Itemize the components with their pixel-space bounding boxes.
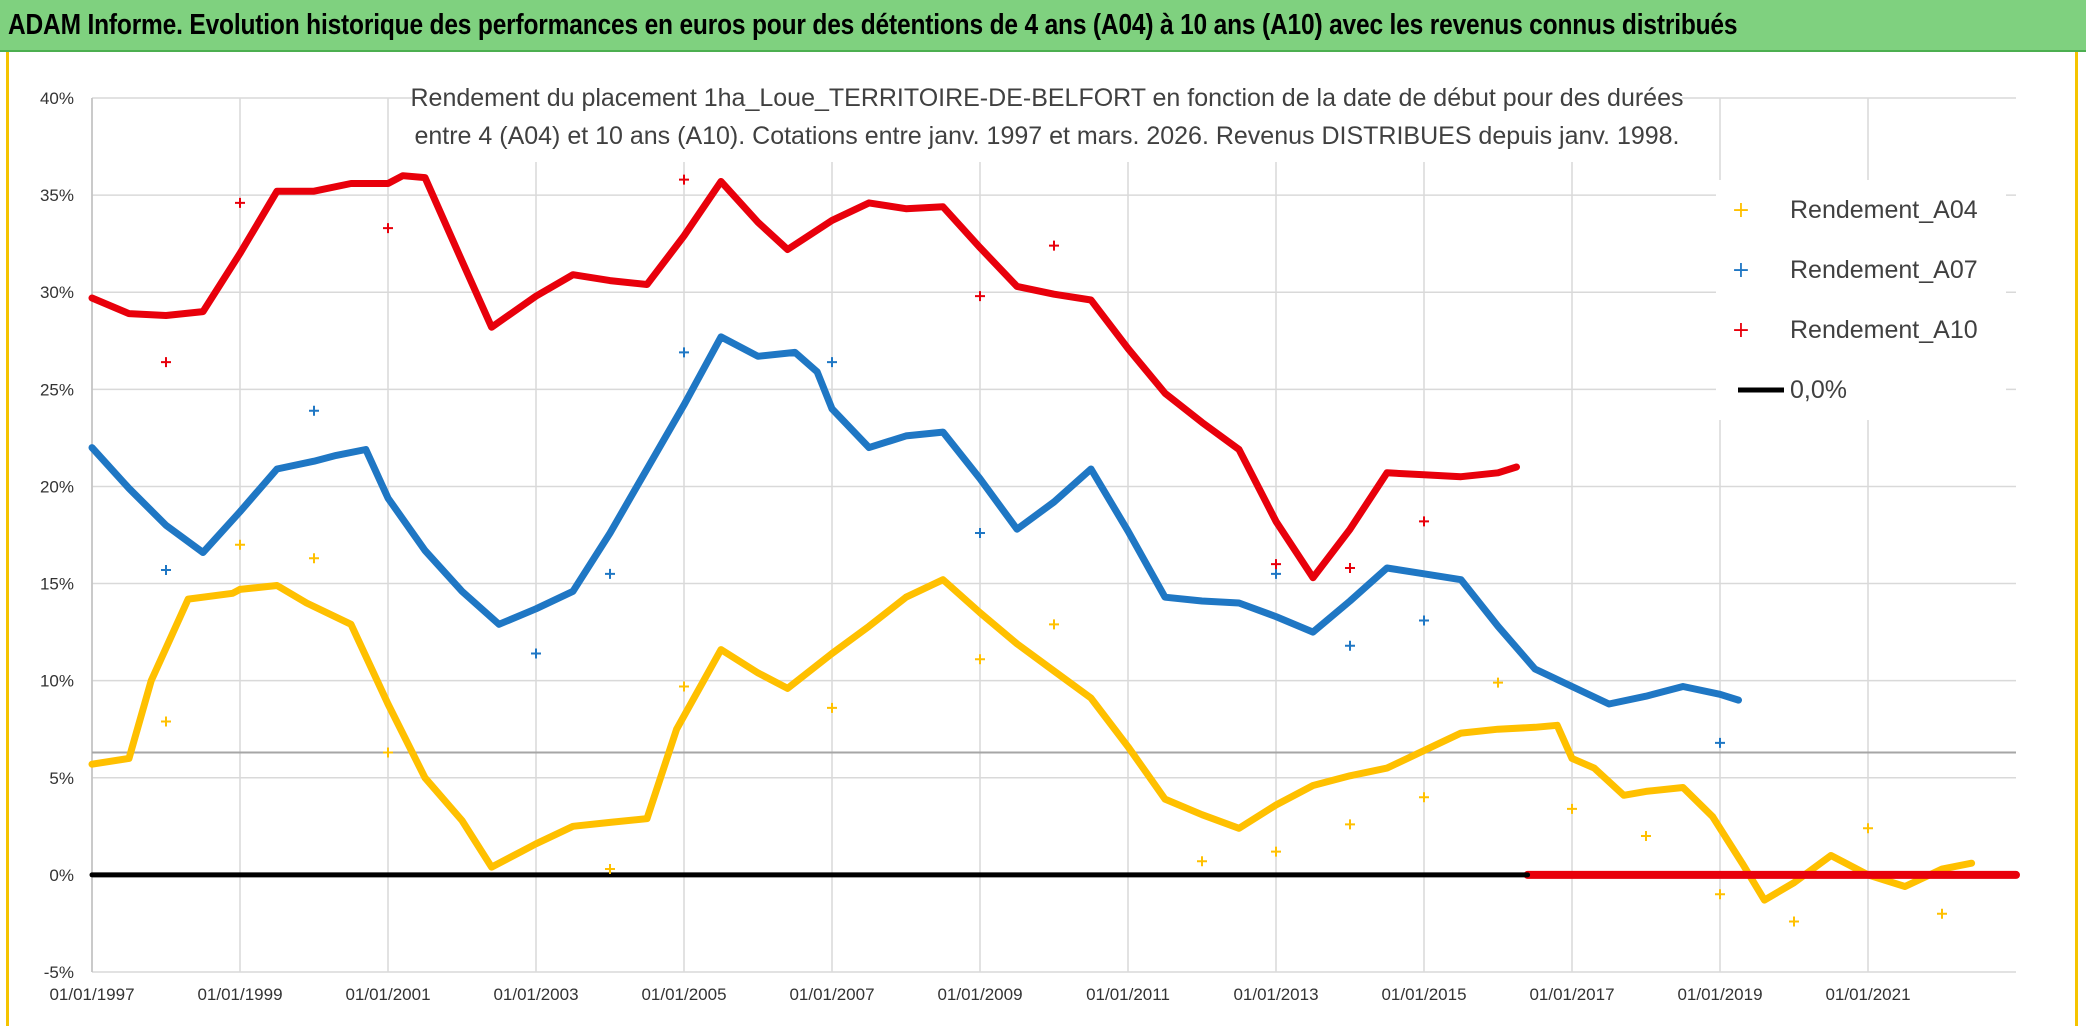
x-tick-label: 01/01/1999 [197,985,282,1004]
scatter-point-rendement-a07 [605,568,615,579]
scatter-point-rendement-a04 [1493,677,1503,688]
scatter-point-rendement-a04 [161,716,171,727]
x-tick-label: 01/01/2017 [1529,985,1614,1004]
scatter-point-rendement-a07 [1715,737,1725,748]
legend-zero-label: 0,0% [1790,376,1847,404]
x-tick-label: 01/01/2019 [1677,985,1762,1004]
y-tick-label: -5% [44,963,74,982]
scatter-point-rendement-a04 [827,702,837,713]
scatter-point-rendement-a10 [679,174,689,185]
x-tick-label: 01/01/2007 [789,985,874,1004]
scatter-point-rendement-a07 [309,405,319,416]
scatter-point-rendement-a07 [1271,568,1281,579]
scatter-point-rendement-a04 [975,654,985,665]
y-tick-label: 15% [40,575,74,594]
scatter-point-rendement-a10 [1271,559,1281,570]
series-lines [88,172,2020,904]
subtitle-background [412,76,1682,162]
scatter-point-rendement-a10 [383,223,393,234]
x-tick-label: 01/01/1997 [49,985,134,1004]
scatter-point-rendement-a07 [1419,615,1429,626]
y-tick-label: 40% [40,89,74,108]
y-axis-ticks: -5% 0% 5% 10% 15% 20% 25% 30% 35% 40% [40,89,74,982]
scatter-point-rendement-a04 [1419,792,1429,803]
scatter-point-rendement-a07 [975,528,985,539]
x-tick-label: 01/01/2009 [937,985,1022,1004]
series-line-rendement-a10 [88,172,1520,582]
scatter-point-rendement-a04 [679,681,689,692]
x-tick-label: 01/01/2011 [1086,985,1170,1004]
scatter-point-rendement-a04 [1271,846,1281,857]
y-tick-label: 20% [40,477,74,496]
legend-a10-label: Rendement_A10 [1790,316,1978,344]
report-title: ADAM Informe. Evolution historique des p… [8,8,1738,41]
scatter-point-rendement-a04 [1715,889,1725,900]
chart-subtitle-line2: entre 4 (A04) et 10 ans (A10). Cotations… [414,122,1679,150]
scatter-point-rendement-a10 [975,291,985,302]
scatter-point-rendement-a04 [383,747,393,758]
scatter-point-rendement-a04 [1641,831,1651,842]
scatter-point-rendement-a04 [1789,916,1799,927]
scatter-point-rendement-a04 [1345,819,1355,830]
scatter-point-rendement-a04 [309,553,319,564]
legend: + Rendement_A04 + Rendement_A07 + Rendem… [1716,180,2006,420]
x-axis-ticks: 01/01/1997 01/01/1999 01/01/2001 01/01/2003… [49,985,1910,1004]
y-tick-label: 0% [49,866,74,885]
x-tick-label: 01/01/2005 [641,985,726,1004]
scatter-point-rendement-a04 [1937,908,1947,919]
series-line-rendement-a04 [88,576,1976,904]
y-tick-label: 35% [40,186,74,205]
x-tick-label: 01/01/2003 [493,985,578,1004]
y-tick-label: 25% [40,380,74,399]
series-line-rendement-a07 [88,333,1742,708]
y-tick-label: 10% [40,672,74,691]
legend-a07-marker: + [1732,258,1750,283]
scatter-point-rendement-a10 [235,197,245,208]
scatter-point-rendement-a10 [1049,240,1059,251]
scatter-markers [161,174,1947,927]
x-tick-label: 01/01/2015 [1381,985,1466,1004]
y-tick-label: 30% [40,283,74,302]
scatter-point-rendement-a07 [1345,640,1355,651]
scatter-point-rendement-a07 [531,648,541,659]
legend-a04-marker: + [1732,198,1750,223]
chart-subtitle-line1: Rendement du placement 1ha_Loue_TERRITOI… [411,84,1684,112]
title-banner: ADAM Informe. Evolution historique des p… [0,0,2086,52]
scatter-point-rendement-a04 [235,539,245,550]
x-tick-label: 01/01/2021 [1825,985,1910,1004]
scatter-point-rendement-a10 [161,357,171,368]
legend-a10-marker: + [1732,318,1750,343]
scatter-point-rendement-a04 [1863,823,1873,834]
chart-frame [6,52,2078,1026]
x-tick-label: 01/01/2013 [1233,985,1318,1004]
legend-background [1716,180,2006,420]
scatter-point-rendement-a07 [161,564,171,575]
scatter-point-rendement-a07 [827,357,837,368]
scatter-point-rendement-a04 [1197,856,1207,867]
scatter-point-rendement-a10 [1345,563,1355,574]
scatter-point-rendement-a04 [1567,803,1577,814]
y-tick-label: 5% [49,769,74,788]
scatter-point-rendement-a04 [605,864,615,875]
legend-a07-label: Rendement_A07 [1790,256,1978,284]
legend-a04-label: Rendement_A04 [1790,196,1978,224]
scatter-point-rendement-a04 [1049,619,1059,630]
scatter-point-rendement-a10 [1419,516,1429,527]
scatter-point-rendement-a07 [679,347,689,358]
x-tick-label: 01/01/2001 [345,985,430,1004]
